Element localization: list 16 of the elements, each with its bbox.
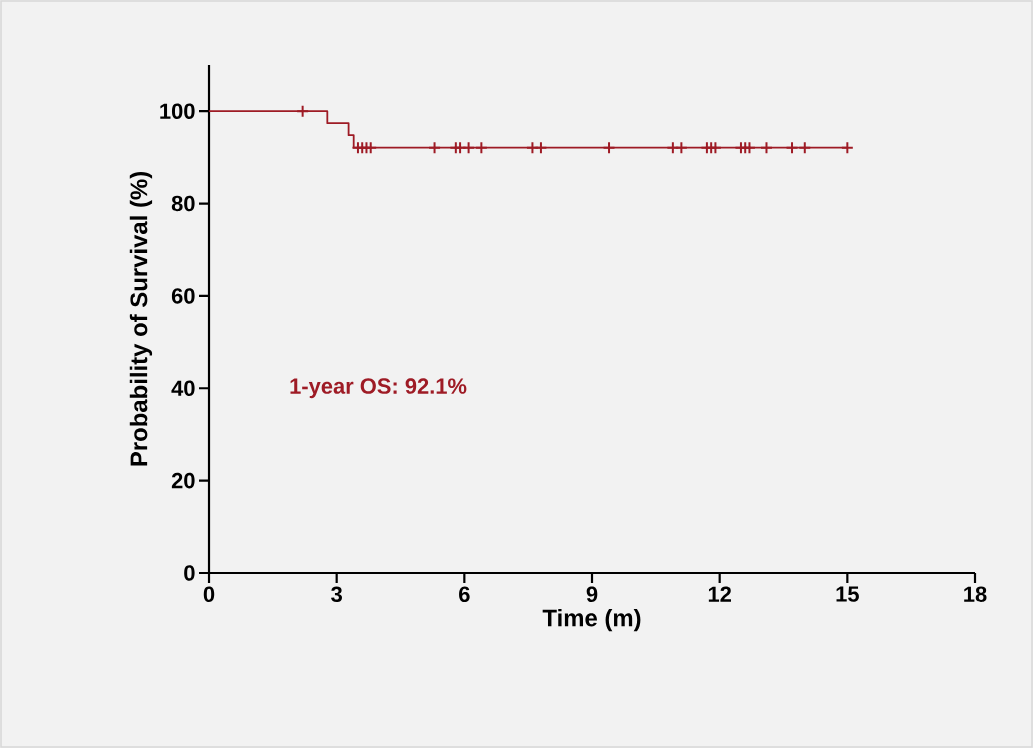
y-tick-label: 40 [171,380,195,397]
x-tick-label: 12 [708,586,731,602]
x-tick-label: 0 [203,586,215,603]
x-tick-label: 9 [586,586,598,603]
x-tick-label: 3 [331,586,342,603]
y-axis-title: Probability of Survival (%) [129,172,153,466]
y-tick-label: 80 [171,195,195,212]
y-tick-label: 60 [171,288,195,304]
y-tick-label: 0 [184,565,195,581]
x-tick-label: 18 [964,586,987,603]
x-tick-label: 6 [459,586,470,603]
x-tick-label: 15 [836,586,859,602]
annotation: 1-year OS: 92.1% [290,378,467,399]
y-tick-label: 100 [160,103,195,119]
y-tick-label: 20 [171,472,195,489]
x-axis-title: Time (m) [542,608,641,632]
